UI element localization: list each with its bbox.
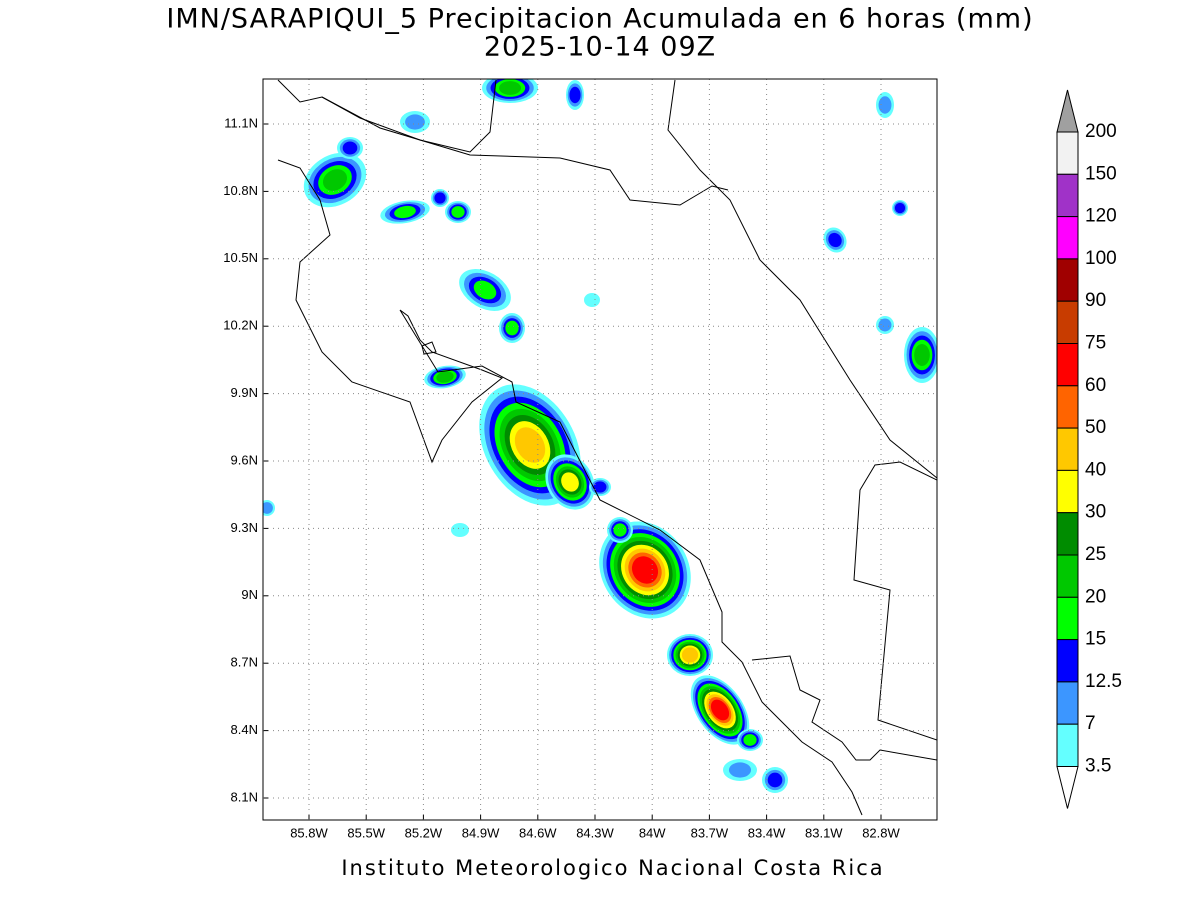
lon-tick-label: 82.8W xyxy=(862,825,900,840)
colorbar-box xyxy=(1056,596,1079,641)
colorbar-label: 7 xyxy=(1085,713,1096,734)
colorbar-box xyxy=(1056,343,1079,387)
colorbar-box xyxy=(1056,300,1079,345)
precip-cell xyxy=(561,472,579,492)
lat-tick-label: 10.8N xyxy=(223,183,258,198)
lat-tick-label: 8.7N xyxy=(231,655,258,670)
precip-cell xyxy=(263,502,273,514)
colorbar-box xyxy=(1056,131,1079,175)
coastline xyxy=(277,79,497,153)
lon-tick-label: 84.6W xyxy=(519,825,557,840)
precip-cell xyxy=(914,344,930,366)
precip-cell xyxy=(878,318,892,332)
precip-cell xyxy=(710,699,730,721)
colorbar-under xyxy=(1056,766,1079,809)
colorbar-label: 50 xyxy=(1085,417,1106,438)
colorbar-box xyxy=(1056,258,1079,302)
lon-tick-label: 85.2W xyxy=(405,825,443,840)
lat-tick-label: 9.9N xyxy=(231,385,258,400)
colorbar-label: 15 xyxy=(1085,629,1106,650)
colorbar-label: 120 xyxy=(1085,206,1117,227)
lon-tick-label: 83.1W xyxy=(805,825,843,840)
colorbar: 200 150 120 100 90 75 60 50 40 30 25 20 15 12.5 7 3.5 xyxy=(1056,89,1122,809)
precip-cell xyxy=(436,371,454,383)
colorbar-label: 90 xyxy=(1085,290,1106,311)
lat-tick-label: 9N xyxy=(241,587,258,602)
lon-tick-label: 84.3W xyxy=(576,825,614,840)
colorbar-over xyxy=(1056,89,1079,133)
colorbar-label: 40 xyxy=(1085,459,1106,480)
precip-cell xyxy=(767,772,783,788)
map-frame xyxy=(262,78,938,821)
lon-tick-label: 85.5W xyxy=(347,825,385,840)
colorbar-box xyxy=(1056,173,1079,218)
colorbar-label: 12.5 xyxy=(1085,671,1122,692)
precip-cell xyxy=(584,293,600,307)
precip-cell xyxy=(505,320,519,336)
precip-cell xyxy=(743,734,757,746)
lon-tick-label: 84W xyxy=(639,825,666,840)
colorbar-label: 25 xyxy=(1085,544,1106,565)
border xyxy=(751,655,937,761)
precip-cell xyxy=(878,96,892,114)
coastline xyxy=(853,461,937,741)
lat-tick-label: 8.4N xyxy=(231,722,258,737)
colorbar-box xyxy=(1056,216,1079,260)
precip-cell xyxy=(828,232,842,248)
colorbar-label: 20 xyxy=(1085,586,1106,607)
precip-cell xyxy=(728,762,752,778)
precip-cell xyxy=(434,192,446,204)
colorbar-box xyxy=(1056,723,1079,768)
precip-cell xyxy=(613,523,627,537)
colorbar-label: 150 xyxy=(1085,163,1117,184)
lat-tick-label: 9.6N xyxy=(231,452,258,467)
lat-tick-label: 10.2N xyxy=(223,318,258,333)
colorbar-label: 60 xyxy=(1085,375,1106,396)
colorbar-label: 100 xyxy=(1085,248,1117,269)
precip-cell xyxy=(681,647,699,663)
island xyxy=(421,341,437,355)
precip-cell xyxy=(894,202,906,214)
subtitle: 2025-10-14 09Z xyxy=(484,32,716,63)
colorbar-box xyxy=(1056,639,1079,683)
precip-cell xyxy=(593,481,607,493)
border xyxy=(321,96,729,206)
colorbar-label: 3.5 xyxy=(1085,756,1111,777)
precip-cell xyxy=(405,114,425,130)
colorbar-box xyxy=(1056,469,1079,514)
precip-cell xyxy=(451,206,465,218)
lat-tick-label: 9.3N xyxy=(231,520,258,535)
precip-cell xyxy=(569,86,581,104)
colorbar-box xyxy=(1056,427,1079,471)
precip-cell xyxy=(499,81,521,95)
title: IMN/SARAPIQUI_5 Precipitacion Acumulada … xyxy=(166,4,1033,35)
grid: 11.1N 10.8N 10.5N 10.2N 9.9N 9.6N 9.3N 9N 8.7N 8.… xyxy=(223,79,937,840)
colorbar-label: 200 xyxy=(1085,121,1117,142)
precip-cell xyxy=(631,556,659,584)
precip-cell xyxy=(451,523,469,537)
precip-field xyxy=(263,79,937,793)
precip-cell xyxy=(394,205,416,219)
coastlines xyxy=(277,79,937,816)
coastline xyxy=(667,79,937,479)
footer: Instituto Meteorologico Nacional Costa R… xyxy=(341,856,884,880)
lon-tick-label: 83.4W xyxy=(748,825,786,840)
lon-tick-label: 83.7W xyxy=(691,825,729,840)
colorbar-label: 30 xyxy=(1085,502,1106,523)
precip-cell xyxy=(514,427,546,463)
colorbar-box xyxy=(1056,554,1079,598)
colorbar-box xyxy=(1056,385,1079,429)
colorbar-box xyxy=(1056,681,1079,725)
colorbar-label: 75 xyxy=(1085,333,1106,354)
lat-tick-label: 11.1N xyxy=(224,115,258,130)
colorbar-box xyxy=(1056,512,1079,556)
lon-tick-label: 84.9W xyxy=(462,825,500,840)
lat-tick-label: 10.5N xyxy=(223,250,258,265)
precip-cell xyxy=(322,169,348,191)
precip-cell xyxy=(473,280,497,300)
lat-tick-label: 8.1N xyxy=(231,789,258,804)
lon-tick-label: 85.8W xyxy=(290,825,328,840)
precip-cell xyxy=(342,141,358,155)
